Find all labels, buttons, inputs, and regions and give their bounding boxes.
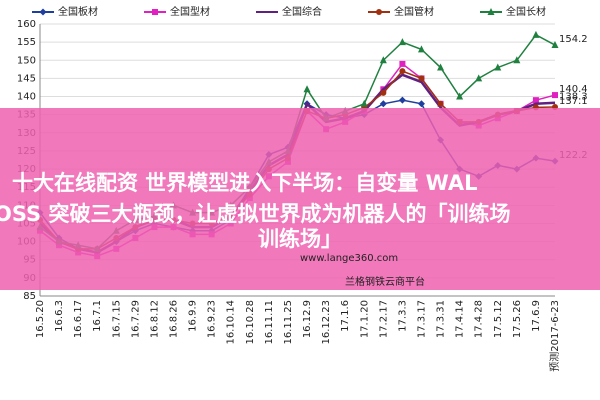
x-tick-label: 16.10.14 [226,300,237,345]
legend-label: 全国板材 [58,5,98,18]
y-tick-label: 145 [17,73,36,84]
marker [418,75,425,82]
marker [152,9,158,15]
y-tick-label: 155 [17,37,36,48]
marker [360,99,368,107]
marker [551,41,559,49]
marker [513,56,521,64]
marker [494,63,502,71]
marker [417,45,425,53]
y-tick-label: 160 [17,19,36,30]
x-tick-label: 17.3.3 [397,300,408,332]
x-tick-label: 16.7.15 [111,300,122,338]
marker [456,92,464,100]
marker [437,63,445,71]
marker [487,8,495,15]
x-tick-label: 16.7.29 [130,300,141,338]
x-tick-label: 16.8.12 [149,300,160,338]
marker [398,96,406,104]
y-tick-label: 150 [17,55,36,66]
x-tick-label: 预测2017-6-23 [548,300,561,372]
marker [398,38,406,46]
x-tick-label: 17.5.12 [493,300,504,338]
marker [532,30,540,38]
value-label: 154.2 [559,34,588,45]
marker [437,100,444,107]
x-tick-label: 17.6.9 [531,300,542,332]
x-tick-label: 16.9.9 [188,300,199,332]
marker [379,100,387,108]
x-tick-label: 16.9.23 [207,300,218,338]
marker [380,89,387,96]
x-tick-label: 16.7.1 [92,300,103,332]
x-tick-label: 17.2.17 [378,300,389,338]
marker [399,60,406,67]
overlay-banner [0,108,600,290]
marker [417,100,425,108]
overlay-text: OSS 突破三大瓶颈，让虚拟世界成为机器人的「训练场 [0,202,510,226]
x-tick-label: 16.6.3 [54,300,65,332]
marker [399,68,406,75]
legend-label: 全国综合 [282,5,322,18]
x-tick-label: 17.1.20 [359,300,370,338]
x-tick-label: 17.4.14 [455,300,466,338]
x-tick-label: 17.1.6 [340,300,351,332]
marker [376,9,382,15]
legend-label: 全国型材 [170,5,210,18]
watermark: 兰格钢铁云商平台 [345,275,425,288]
value-label: 137.1 [559,96,588,107]
marker [532,97,539,104]
x-tick-label: 16.10.28 [245,300,256,345]
x-tick-label: 16.6.17 [73,300,84,338]
marker [379,56,387,64]
x-tick-label: 17.5.26 [512,300,523,338]
marker [303,85,311,93]
x-tick-label: 17.4.28 [474,300,485,338]
x-tick-label: 16.12.23 [321,300,332,345]
x-tick-label: 16.5.20 [35,300,46,338]
y-tick-label: 140 [17,92,36,103]
legend-label: 全国管材 [394,5,434,18]
x-tick-label: 16.8.26 [169,300,180,338]
marker [475,74,483,82]
overlay-text: 训练场」 [258,227,342,251]
watermark: www.lange360.com [300,253,398,264]
x-tick-label: 16.11.11 [264,300,275,345]
marker [552,92,558,99]
overlay-text: 十大在线配资 世界模型进入下半场：自变量 WAL [12,171,477,195]
x-tick-label: 16.12.9 [302,300,313,338]
x-tick-label: 17.3.17 [416,300,427,338]
marker [39,8,47,16]
value-label: 138.3 [559,92,588,103]
legend-label: 全国长材 [506,5,546,18]
x-tick-label: 16.11.25 [283,300,294,345]
y-tick-label: 85 [23,291,36,302]
x-tick-label: 17.3.31 [436,300,447,338]
value-label: 140.4 [559,84,588,95]
